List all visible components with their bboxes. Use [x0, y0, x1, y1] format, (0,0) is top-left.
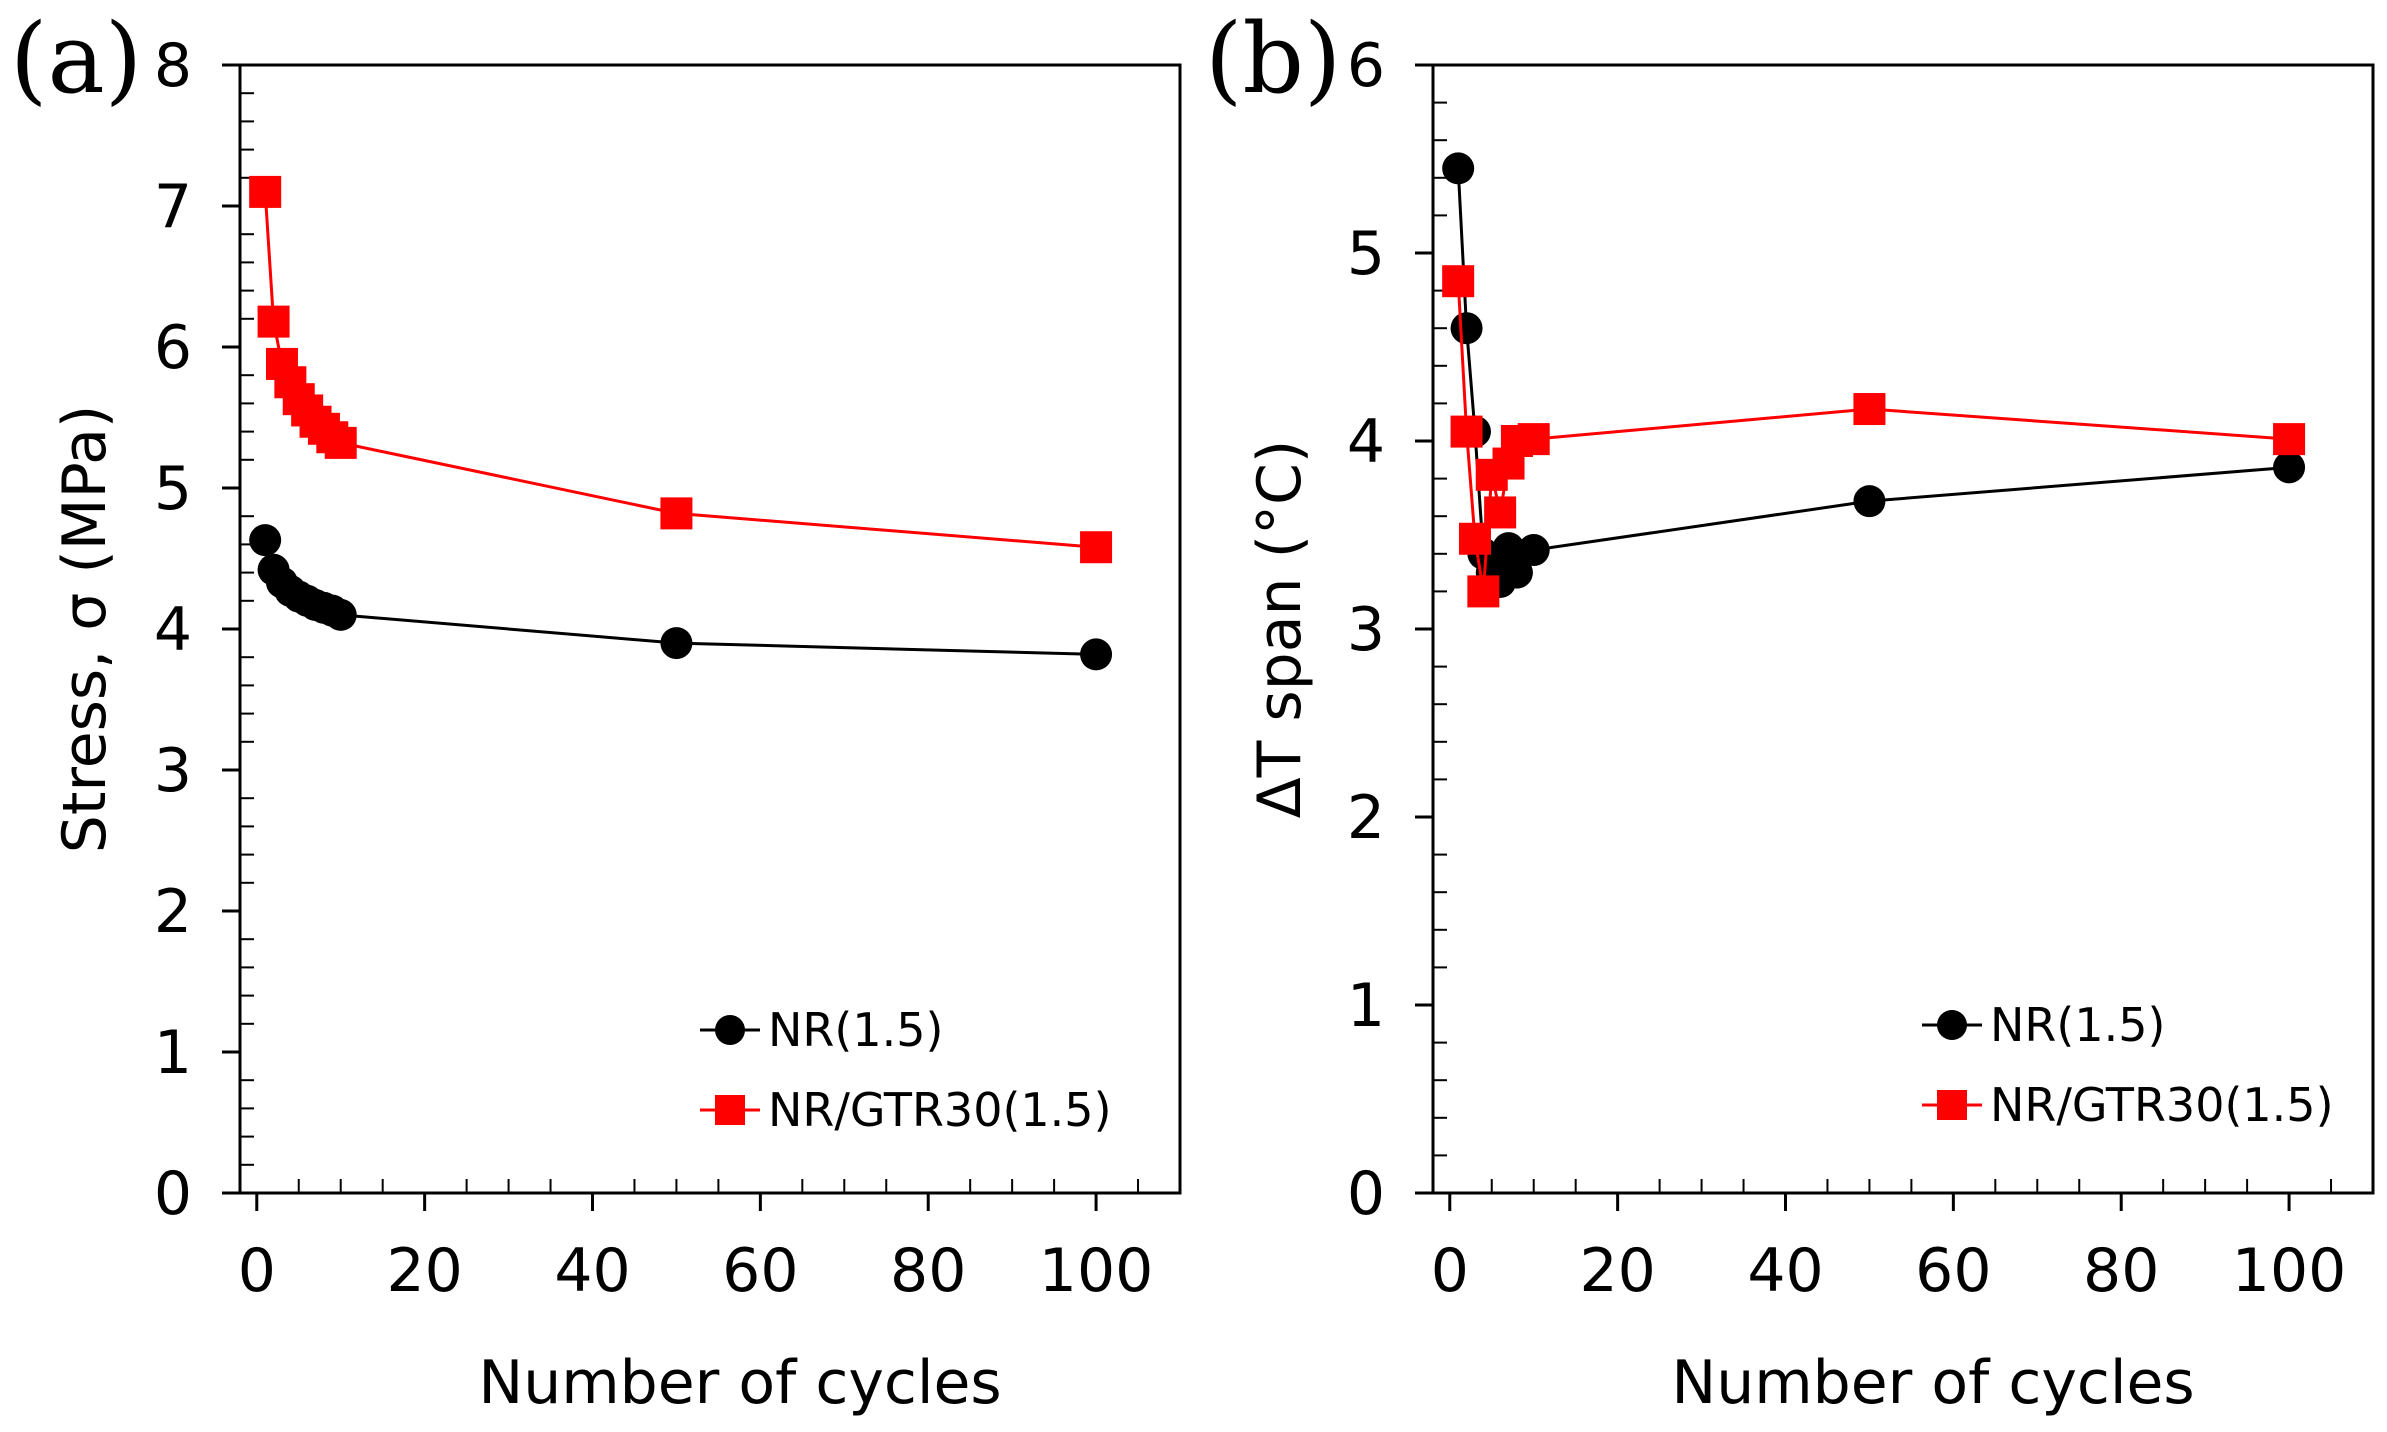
legend-marker-circle	[1937, 1010, 1967, 1040]
y-axis-label: Stress, σ (MPa)	[50, 405, 120, 853]
data-point-nr	[1492, 532, 1525, 565]
data-point-nr	[1853, 485, 1886, 518]
y-tick-label: 7	[154, 172, 192, 242]
data-point-nr-gtr30	[1442, 265, 1475, 298]
x-tick-label: 40	[1747, 1236, 1823, 1306]
x-tick-label: 60	[722, 1236, 798, 1306]
y-tick-label: 5	[154, 454, 192, 524]
data-point-nr-gtr30	[1517, 423, 1550, 456]
data-point-nr	[2273, 451, 2306, 484]
y-axis-label: ΔT span (°C)	[1245, 440, 1315, 819]
plot-area-frame	[238, 63, 1182, 1195]
legend-marker-square	[1937, 1090, 1967, 1120]
series-line-nr-gtr30	[263, 191, 1097, 549]
legend-label: NR/GTR30(1.5)	[1990, 1078, 2334, 1132]
data-point-nr-gtr30	[324, 426, 357, 459]
panel-label: (a)	[10, 3, 142, 115]
legend: NR(1.5) NR/GTR30(1.5)	[1922, 998, 2334, 1132]
data-point-nr	[660, 627, 693, 660]
x-tick-label: 100	[1039, 1236, 1154, 1306]
y-tick-label: 1	[1347, 971, 1385, 1041]
data-point-nr-gtr30	[1080, 531, 1113, 564]
x-tick-label: 20	[386, 1236, 462, 1306]
x-tick-label: 40	[554, 1236, 630, 1306]
legend-marker-circle	[715, 1015, 745, 1045]
y-tick-label: 4	[1347, 407, 1385, 477]
data-point-nr-gtr30	[1853, 393, 1886, 426]
legend-label: NR(1.5)	[1990, 998, 2165, 1052]
data-point-nr	[324, 598, 357, 631]
x-axis-label: Number of cycles	[1671, 1348, 2194, 1418]
data-point-nr-gtr30	[1467, 575, 1500, 608]
panel-label: (b)	[1205, 3, 1341, 115]
x-tick-label: 100	[2232, 1236, 2347, 1306]
series-line-nr	[1456, 168, 2290, 586]
legend-marker-square	[715, 1095, 745, 1125]
y-tick-label: 1	[154, 1018, 192, 1088]
data-point-nr-gtr30	[257, 305, 290, 338]
legend-label: NR(1.5)	[768, 1003, 943, 1057]
y-tick-label: 3	[154, 736, 192, 806]
legend-label: NR/GTR30(1.5)	[768, 1083, 1112, 1137]
data-point-nr	[1450, 312, 1483, 345]
y-tick-label: 4	[154, 595, 192, 665]
series-line-nr-gtr30	[1456, 281, 2290, 592]
y-tick-label: 6	[154, 313, 192, 383]
y-tick-label: 5	[1347, 219, 1385, 289]
data-point-nr	[1517, 534, 1550, 567]
x-tick-label: 0	[238, 1236, 276, 1306]
y-tick-label: 3	[1347, 595, 1385, 665]
y-tick-label: 0	[1347, 1159, 1385, 1229]
data-point-nr-gtr30	[249, 175, 282, 208]
data-point-nr	[1500, 556, 1533, 589]
data-point-nr-gtr30	[1484, 496, 1517, 529]
data-point-nr	[1080, 638, 1113, 671]
data-point-nr	[1442, 152, 1475, 185]
data-point-nr-gtr30	[1450, 415, 1483, 448]
x-tick-label: 20	[1579, 1236, 1655, 1306]
data-point-nr-gtr30	[660, 497, 693, 530]
x-tick-label: 60	[1915, 1236, 1991, 1306]
data-point-nr-gtr30	[2273, 423, 2306, 456]
y-tick-label: 6	[1347, 31, 1385, 101]
data-point-nr	[249, 524, 282, 557]
y-tick-label: 0	[154, 1159, 192, 1229]
y-tick-label: 8	[154, 31, 192, 101]
x-tick-label: 80	[2083, 1236, 2159, 1306]
y-tick-label: 2	[1347, 783, 1385, 853]
x-tick-label: 0	[1431, 1236, 1469, 1306]
x-axis-label: Number of cycles	[478, 1348, 1001, 1418]
plot-area-frame	[1431, 63, 2375, 1195]
x-tick-label: 80	[890, 1236, 966, 1306]
legend: NR(1.5) NR/GTR30(1.5)	[700, 1003, 1112, 1137]
y-tick-label: 2	[154, 877, 192, 947]
